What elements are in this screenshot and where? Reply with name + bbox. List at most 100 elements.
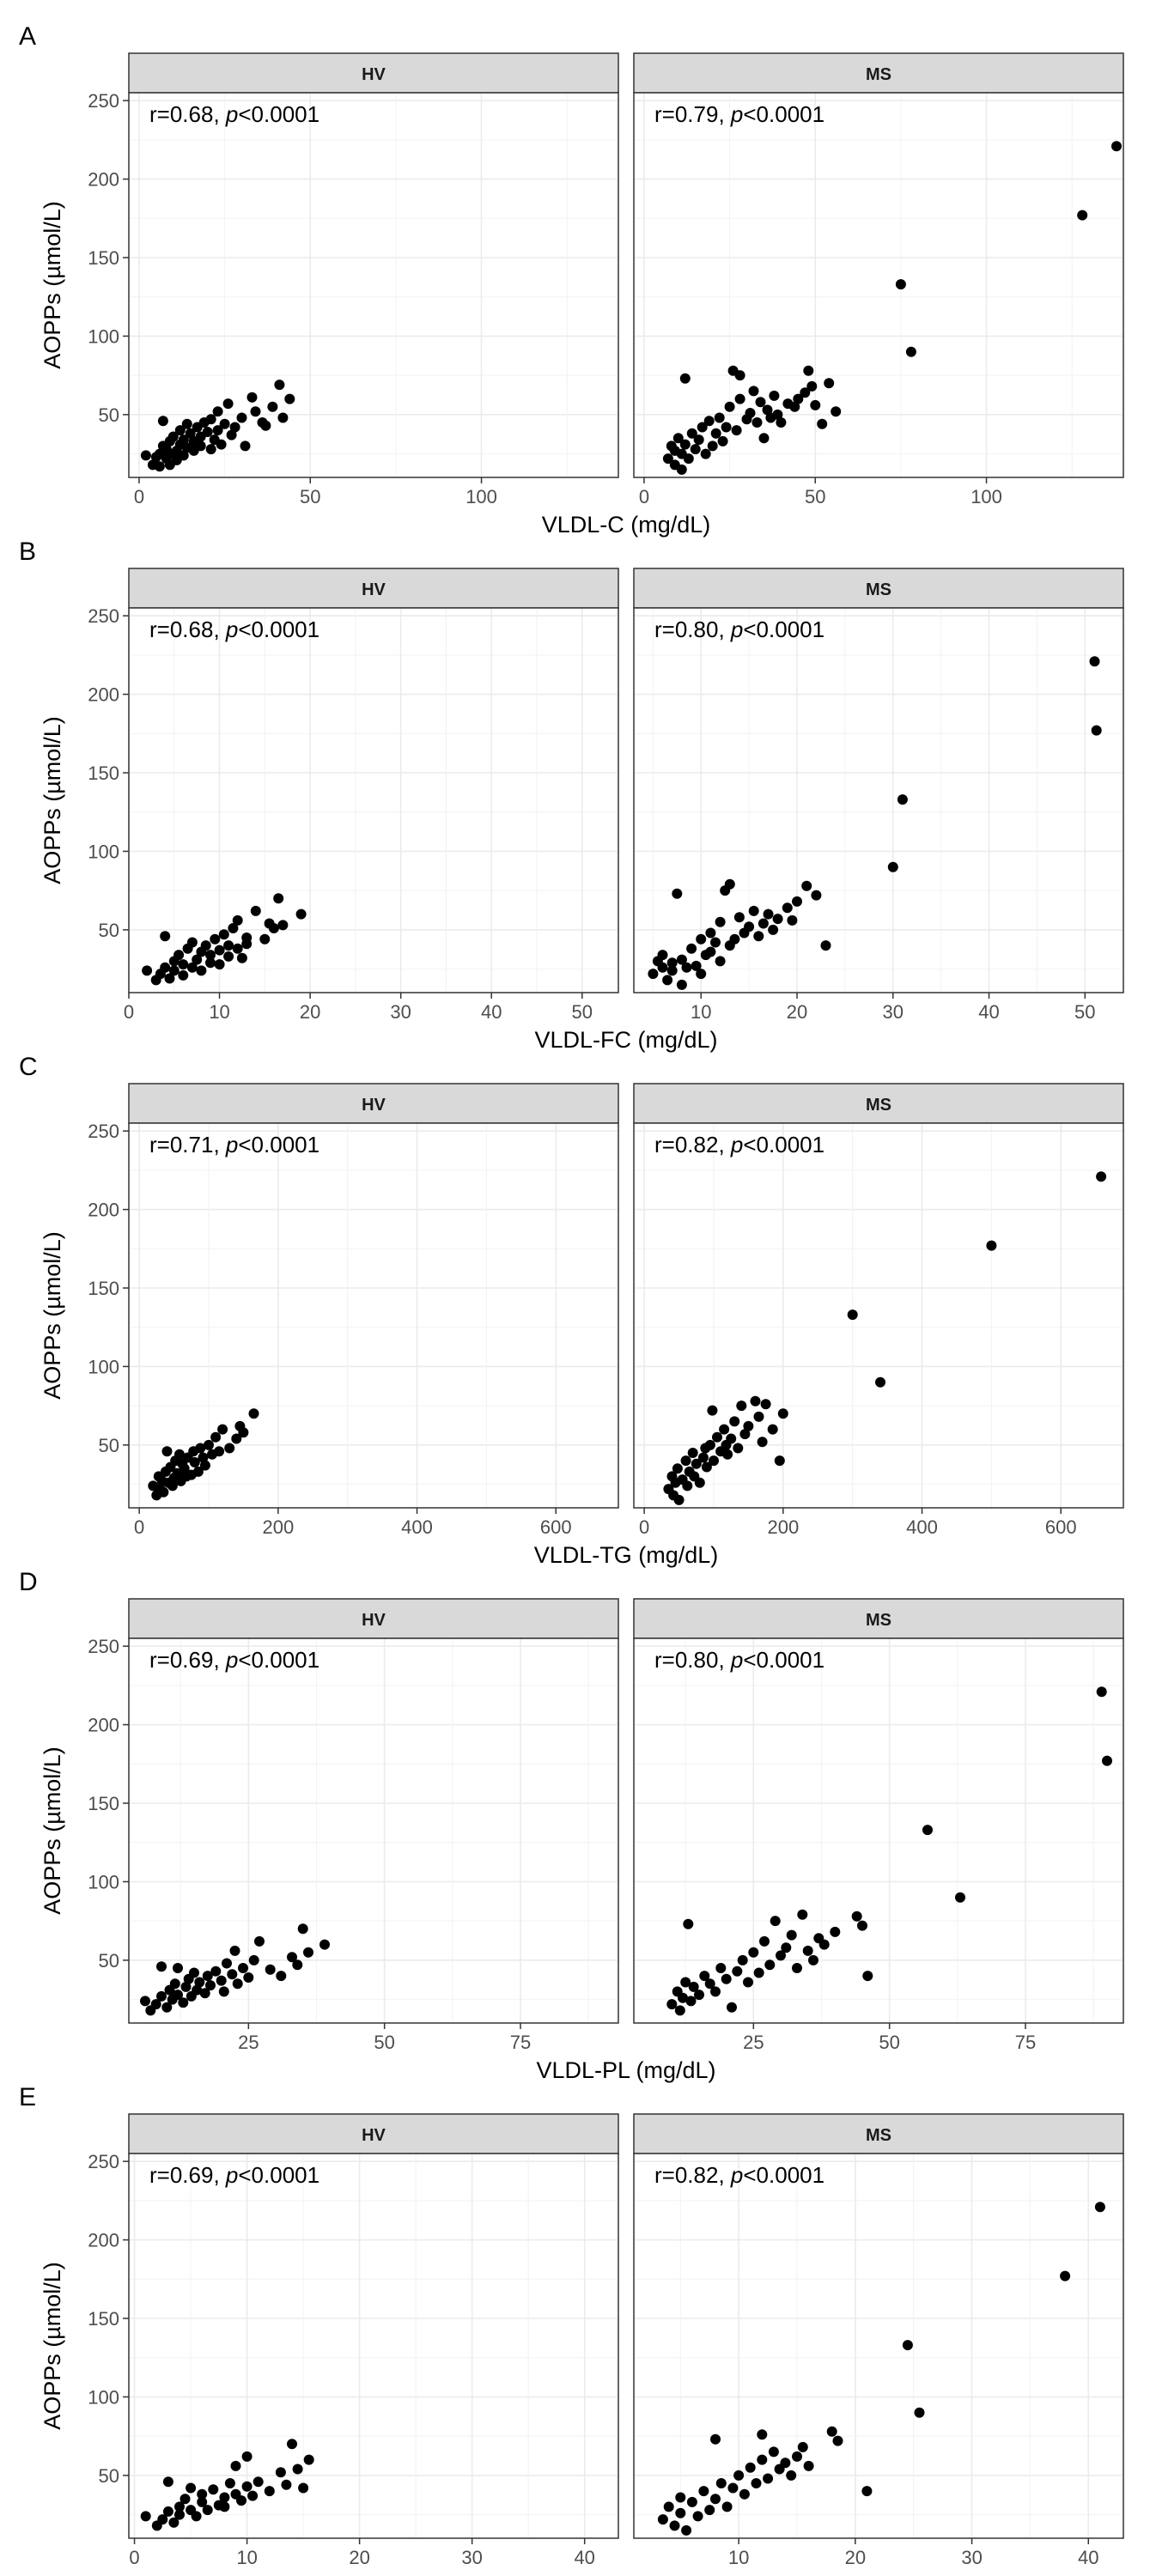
- data-point: [173, 950, 185, 961]
- data-point: [273, 893, 284, 904]
- data-point: [820, 940, 831, 951]
- data-point: [192, 954, 203, 965]
- annotation-r: r=0.80,: [654, 617, 731, 642]
- data-point: [192, 1466, 204, 1477]
- x-tick-label: 30: [390, 1001, 411, 1023]
- annotation-threshold: <0.0001: [238, 101, 319, 127]
- data-point: [895, 279, 906, 290]
- data-point: [802, 1945, 813, 1956]
- data-point: [666, 957, 678, 969]
- data-point: [801, 880, 812, 891]
- data-point: [786, 2470, 797, 2481]
- annotation-p: p: [730, 617, 743, 642]
- data-point: [757, 2454, 768, 2465]
- plot-background: [129, 2154, 618, 2538]
- data-point: [194, 1977, 205, 1988]
- data-point: [229, 422, 240, 433]
- annotation-p: p: [225, 617, 238, 642]
- annotation-p: p: [225, 2162, 238, 2188]
- data-point: [158, 1486, 169, 1498]
- data-point: [905, 346, 916, 357]
- panel-C: C AOPPs (µmol/L) 50 100 150 200 250 HV r=0.71, p…: [19, 1053, 1124, 1568]
- data-point: [178, 450, 189, 461]
- x-tick-label: 100: [971, 486, 1002, 507]
- panel-label: E: [19, 2083, 36, 2111]
- data-point: [238, 1427, 249, 1438]
- x-axis-title: VLDL-PL (mg/dL): [536, 2057, 715, 2083]
- facet-strip-label: HV: [362, 1096, 386, 1115]
- data-point: [717, 435, 728, 447]
- data-point: [721, 422, 732, 433]
- annotation-threshold: <0.0001: [238, 1132, 319, 1157]
- x-tick-label: 40: [574, 2547, 594, 2568]
- data-point: [808, 1954, 818, 1965]
- data-point: [218, 1986, 229, 1997]
- y-tick-label: 150: [88, 1793, 119, 1814]
- data-point: [672, 1463, 683, 1474]
- correlation-annotation: r=0.79, p<0.0001: [654, 101, 824, 127]
- facet-hv: HV r=0.68, p<0.0001 0 10 20 30 40 50: [124, 568, 619, 1023]
- annotation-p: p: [730, 1647, 743, 1673]
- facet-strip-label: HV: [362, 580, 386, 599]
- data-point: [231, 1433, 242, 1444]
- data-point: [202, 427, 213, 437]
- x-tick-label: 600: [1045, 1516, 1077, 1538]
- data-point: [830, 1926, 841, 1937]
- data-point: [758, 918, 769, 929]
- data-point: [789, 401, 800, 412]
- x-tick-label: 10: [728, 2547, 749, 2568]
- data-point: [672, 888, 683, 899]
- data-point: [729, 1416, 740, 1427]
- data-point: [875, 1376, 885, 1388]
- data-point: [694, 1990, 704, 2001]
- data-point: [179, 1463, 190, 1474]
- data-point: [803, 365, 814, 376]
- data-point: [832, 2435, 843, 2446]
- y-tick-label: 200: [88, 1715, 119, 1736]
- plot-background: [634, 1123, 1123, 1508]
- facet-strip-label: MS: [866, 65, 891, 84]
- data-point: [186, 937, 198, 948]
- data-point: [758, 433, 770, 444]
- data-point: [681, 962, 692, 973]
- plot-background: [129, 93, 618, 477]
- data-point: [782, 902, 793, 914]
- data-point: [264, 2486, 275, 2497]
- data-point: [922, 1825, 933, 1836]
- plot-background: [634, 2154, 1123, 2538]
- data-point: [847, 1309, 858, 1321]
- x-axis-title: VLDL-apoB (mg/dL): [523, 2573, 729, 2576]
- facet-hv: HV r=0.69, p<0.0001 0 10 20 30 40: [128, 2113, 619, 2568]
- data-point: [748, 386, 759, 397]
- plot-border: [633, 1122, 1124, 1509]
- annotation-p: p: [730, 1132, 743, 1157]
- data-point: [776, 417, 787, 428]
- data-point: [185, 428, 196, 439]
- data-point: [733, 912, 745, 923]
- data-point: [268, 923, 279, 933]
- data-point: [826, 2426, 837, 2437]
- facet-strip: [128, 2113, 619, 2154]
- data-point: [259, 933, 271, 945]
- data-point: [140, 2511, 151, 2522]
- y-tick-label: 200: [88, 169, 119, 191]
- data-point: [260, 420, 271, 431]
- data-point: [696, 933, 707, 945]
- plot-border: [128, 2153, 619, 2539]
- data-point: [676, 979, 687, 990]
- data-point: [174, 2509, 185, 2520]
- data-point: [179, 2494, 191, 2505]
- data-point: [212, 425, 223, 436]
- facet-strip-label: HV: [362, 2126, 386, 2145]
- data-point: [729, 933, 740, 945]
- data-point: [691, 1458, 702, 1469]
- data-point: [696, 969, 707, 980]
- data-point: [693, 434, 704, 446]
- data-point: [691, 960, 702, 971]
- data-point: [284, 393, 295, 404]
- facet-ms: MS r=0.80, p<0.0001 25 50 75: [633, 1598, 1124, 2053]
- data-point: [174, 1449, 185, 1460]
- data-point: [704, 2505, 715, 2516]
- data-point: [776, 1950, 786, 1961]
- data-point: [724, 401, 735, 412]
